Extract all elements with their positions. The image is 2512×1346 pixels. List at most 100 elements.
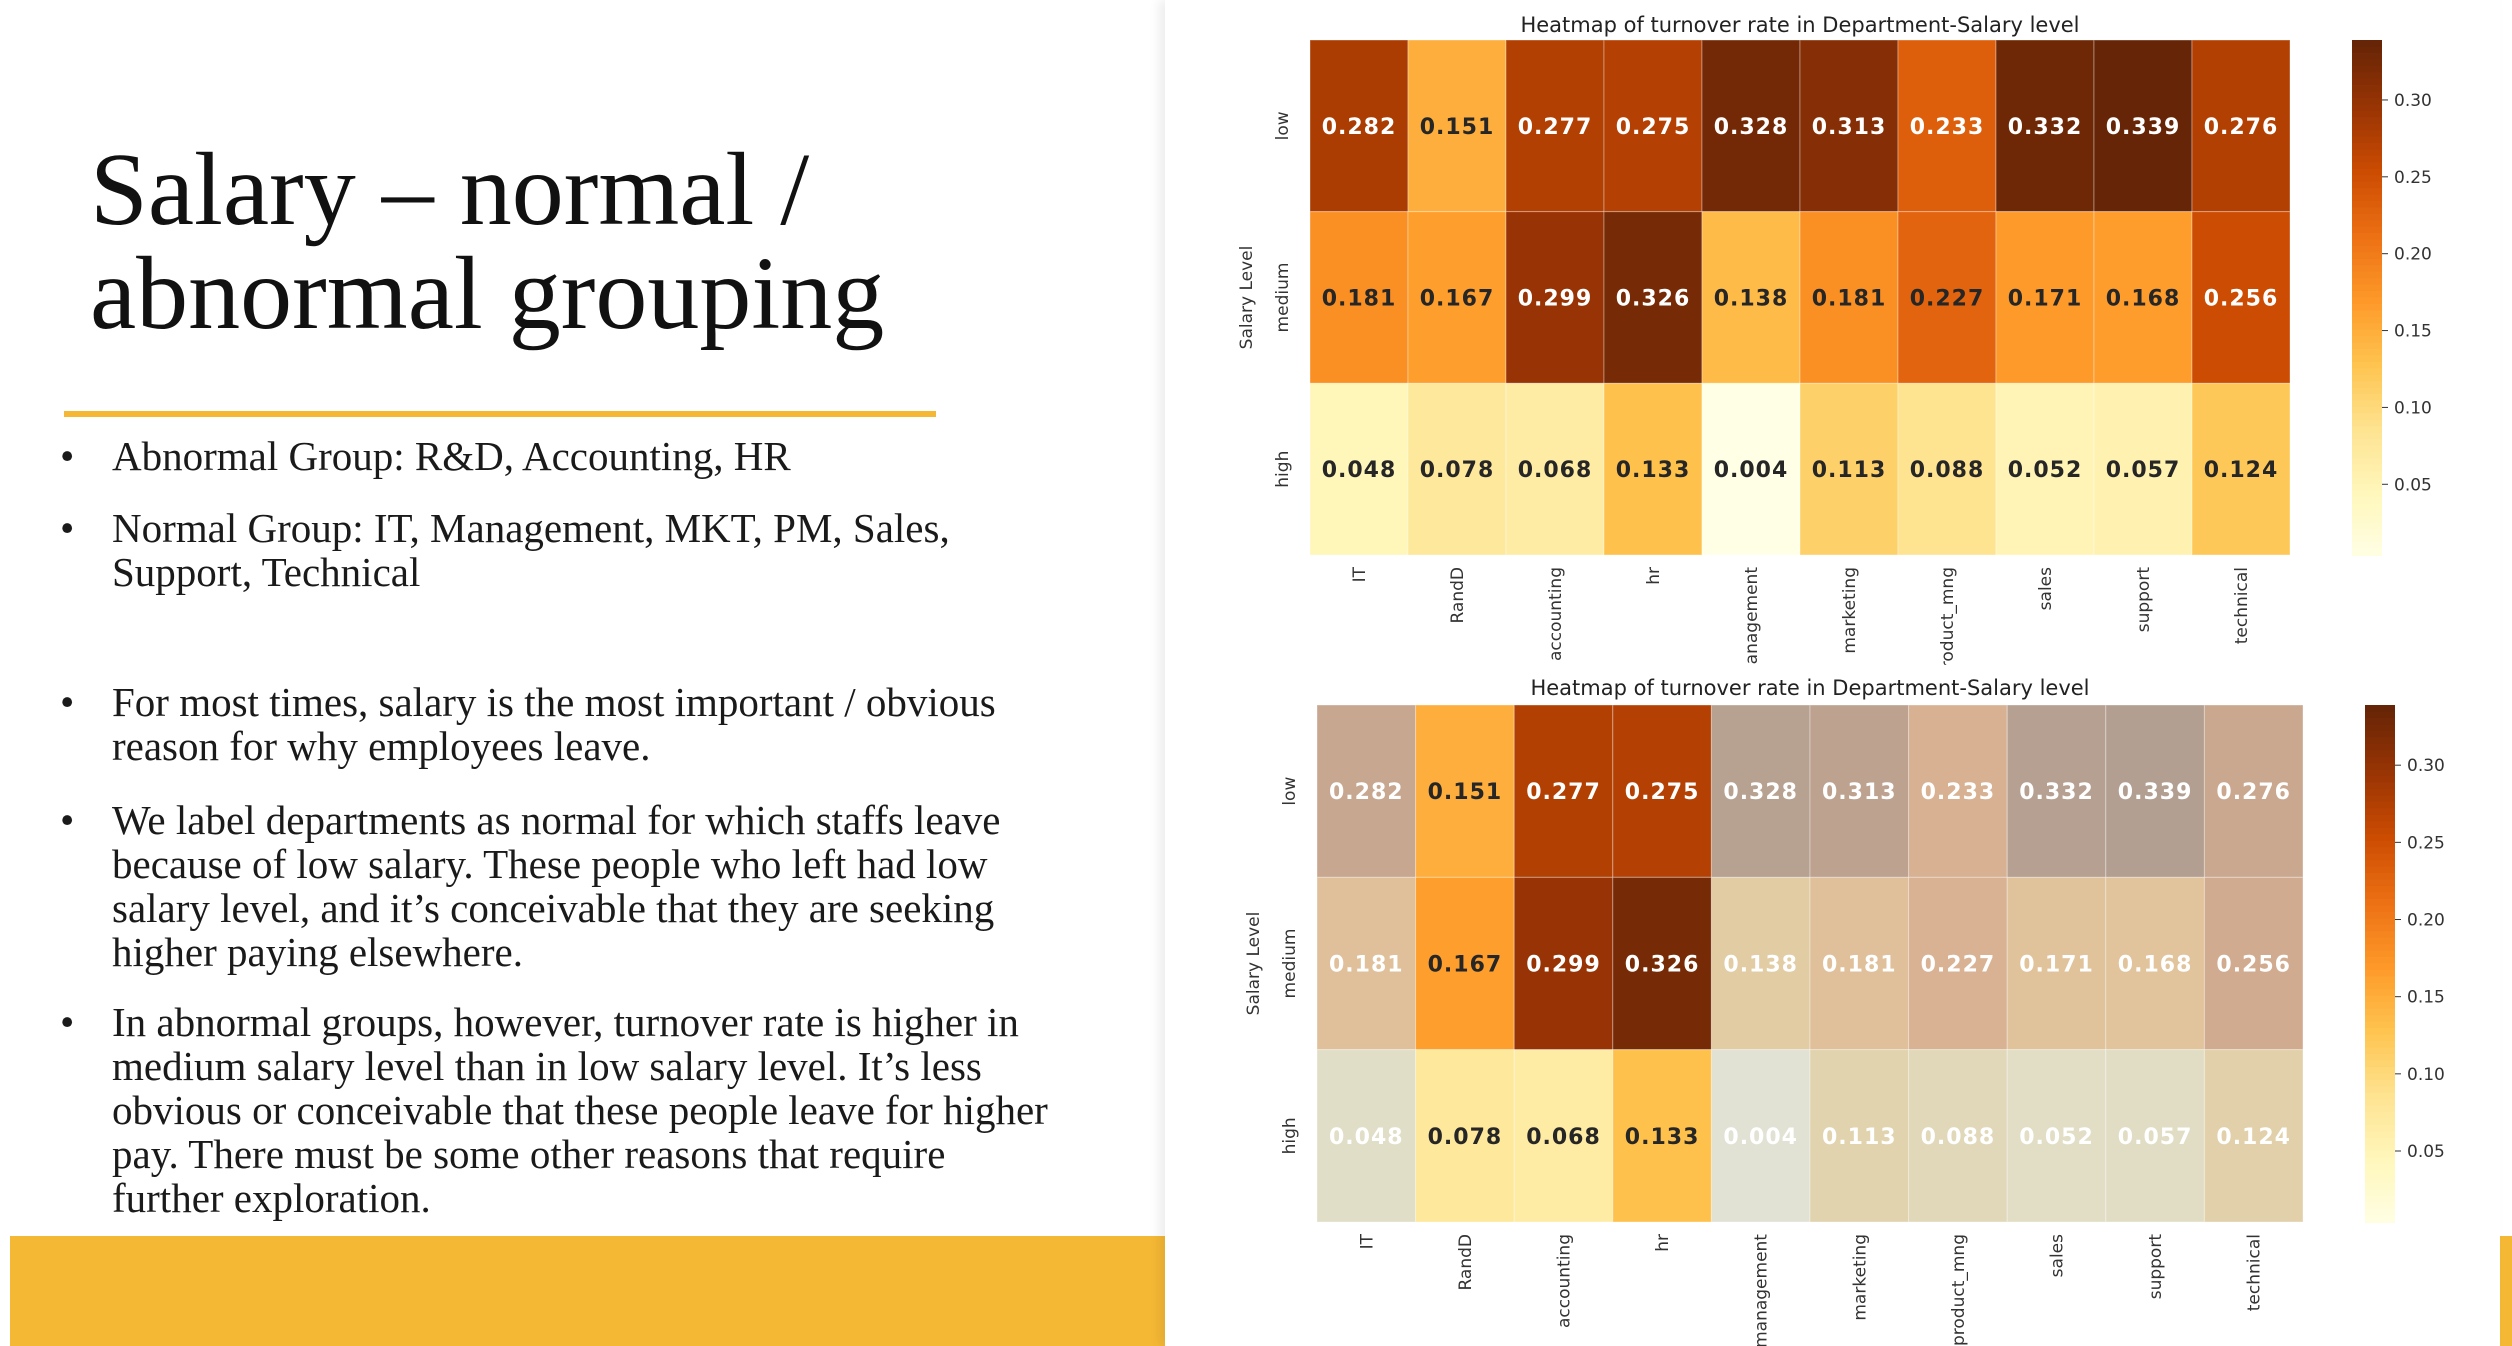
bullet-normal-group: • Normal Group: IT, Management, MKT, PM,… xyxy=(60,506,1060,594)
cell-value-label: 0.088 xyxy=(1910,458,1985,483)
bullet-text: Abnormal Group: R&D, Accounting, HR xyxy=(112,433,791,479)
colorbar-segment xyxy=(2352,200,2382,209)
colorbar-segment xyxy=(2365,1170,2395,1178)
colorbar-segment xyxy=(2365,911,2395,920)
colorbar-segment xyxy=(2352,91,2382,99)
cell-value-label: 0.277 xyxy=(1518,115,1593,140)
colorbar-segment xyxy=(2365,782,2395,791)
bullet-text: We label departments as normal for which… xyxy=(112,797,1001,975)
colorbar-segment xyxy=(2365,1079,2395,1088)
colorbar-segment xyxy=(2365,1002,2395,1010)
colorbar-segment xyxy=(2365,1118,2395,1127)
cell-value-label: 0.171 xyxy=(2008,287,2083,312)
heatmap-cell xyxy=(1799,39,1899,213)
cell-value-label: 0.113 xyxy=(1812,458,1887,483)
colorbar-segment xyxy=(2352,374,2382,383)
y-axis-label: Salary Level xyxy=(1244,912,1264,1016)
colorbar-segment xyxy=(2352,477,2382,486)
cell-value-label: 0.299 xyxy=(1526,953,1601,978)
colorbar-segment xyxy=(2365,937,2395,946)
colorbar-segment xyxy=(2365,1112,2395,1120)
colorbar-segment xyxy=(2352,413,2382,421)
colorbar-segment xyxy=(2365,1189,2395,1198)
colorbar-segment xyxy=(2352,432,2382,441)
colorbar-segment xyxy=(2365,860,2395,868)
cell-value-label: 0.233 xyxy=(1921,780,1996,805)
bullet-text: For most times, salary is the most impor… xyxy=(112,679,996,769)
colorbar-segment xyxy=(2352,130,2382,138)
cell-value-label: 0.332 xyxy=(2019,780,2094,805)
colorbar-segment xyxy=(2365,1015,2395,1023)
colorbar-segment xyxy=(2365,1176,2395,1185)
cell-value-label: 0.256 xyxy=(2204,287,2279,312)
bullet-text: Normal Group: IT, Management, MKT, PM, S… xyxy=(112,505,950,595)
cell-value-label: 0.078 xyxy=(1428,1125,1503,1150)
colorbar-segment xyxy=(2365,834,2395,842)
colorbar-segment xyxy=(2352,368,2382,376)
colorbar-segment xyxy=(2352,297,2382,305)
colorbar-segment xyxy=(2365,905,2395,913)
colorbar-segment xyxy=(2352,349,2382,357)
cell-value-label: 0.167 xyxy=(1428,953,1503,978)
slide-title-line-2: abnormal grouping xyxy=(90,236,885,351)
colorbar-tick-label: 0.30 xyxy=(2407,756,2445,776)
heatmap-cell xyxy=(2105,704,2205,878)
cell-value-label: 0.068 xyxy=(1526,1125,1601,1150)
colorbar-segment xyxy=(2365,1163,2395,1172)
colorbar-segment xyxy=(2365,750,2395,758)
colorbar-segment xyxy=(2365,892,2395,900)
heatmap-cell xyxy=(1505,382,1605,556)
colorbar-segment xyxy=(2365,969,2395,978)
x-tick-label: management xyxy=(1752,1234,1772,1346)
colorbar-segment xyxy=(2352,123,2382,132)
cell-value-label: 0.078 xyxy=(1420,458,1495,483)
colorbar-segment xyxy=(2365,976,2395,984)
colorbar-segment xyxy=(2365,730,2395,739)
cell-value-label: 0.168 xyxy=(2106,287,2181,312)
heatmap-cell xyxy=(1513,1049,1614,1223)
heatmap-cell xyxy=(1407,211,1507,384)
heatmap-cell xyxy=(1701,39,1801,213)
colorbar-segment xyxy=(2352,149,2382,157)
cell-value-label: 0.068 xyxy=(1518,458,1593,483)
colorbar-segment xyxy=(2352,497,2382,505)
colorbar-segment xyxy=(2365,885,2395,894)
x-tick-label: product_mng xyxy=(1949,1234,1969,1346)
colorbar-segment xyxy=(2352,303,2382,312)
bullet-abnormal-explanation: • In abnormal groups, however, turnover … xyxy=(60,1000,1060,1220)
colorbar-segment xyxy=(2365,1125,2395,1133)
colorbar-segment xyxy=(2352,46,2382,54)
cell-value-label: 0.299 xyxy=(1518,287,1593,312)
colorbar-segment xyxy=(2352,445,2382,453)
x-tick-label: accounting xyxy=(1555,1234,1575,1328)
cell-value-label: 0.181 xyxy=(1822,953,1897,978)
colorbar-segment xyxy=(2352,110,2382,119)
cell-value-label: 0.048 xyxy=(1329,1125,1404,1150)
heatmap-cell xyxy=(2006,1049,2107,1223)
heatmap-cell xyxy=(2191,39,2291,213)
colorbar-segment xyxy=(2365,898,2395,907)
colorbar-segment xyxy=(2365,982,2395,991)
bullet-dot: • xyxy=(60,999,75,1045)
colorbar-segment xyxy=(2352,65,2382,74)
heatmap-cell xyxy=(2191,382,2291,556)
heatmap-cell xyxy=(1710,704,1811,878)
colorbar-segment xyxy=(2352,85,2382,93)
cell-value-label: 0.326 xyxy=(1625,953,1700,978)
colorbar-tick-label: 0.05 xyxy=(2394,475,2432,495)
colorbar-segment xyxy=(2352,400,2382,408)
colorbar-segment xyxy=(2352,419,2382,428)
colorbar-segment xyxy=(2352,329,2382,338)
cell-value-label: 0.275 xyxy=(1625,780,1700,805)
colorbar-segment xyxy=(2352,239,2382,247)
colorbar-segment xyxy=(2352,252,2382,260)
cell-value-label: 0.048 xyxy=(1322,458,1397,483)
colorbar-segment xyxy=(2352,213,2382,222)
chart-title: Heatmap of turnover rate in Department-S… xyxy=(1520,13,2079,37)
colorbar-segment xyxy=(2365,789,2395,797)
heatmap-cell xyxy=(1908,1049,2008,1223)
title-underline xyxy=(64,411,936,417)
cell-value-label: 0.057 xyxy=(2118,1125,2193,1150)
colorbar-segment xyxy=(2365,866,2395,875)
x-tick-label: sales xyxy=(2048,1234,2068,1277)
